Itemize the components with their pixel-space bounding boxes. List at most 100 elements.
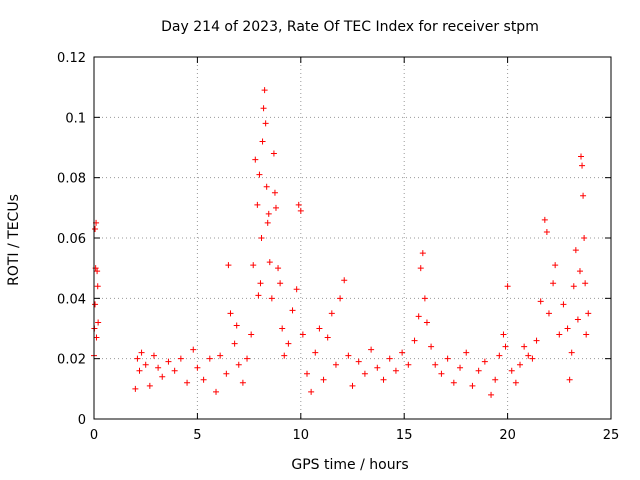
- data-point: [308, 388, 315, 395]
- data-point: [225, 262, 232, 269]
- data-point: [341, 277, 348, 284]
- grid: [94, 57, 611, 419]
- data-point: [258, 235, 265, 241]
- data-point: [324, 334, 331, 341]
- data-point: [265, 210, 272, 217]
- y-tick-label: 0.12: [57, 51, 86, 66]
- x-tick-label: 10: [293, 428, 310, 443]
- data-points: [91, 87, 592, 398]
- data-point: [217, 352, 224, 359]
- data-point: [254, 201, 261, 208]
- data-point: [213, 388, 220, 395]
- data-point: [256, 171, 263, 178]
- data-point: [223, 370, 230, 377]
- data-point: [150, 352, 157, 359]
- data-point: [279, 325, 286, 332]
- data-point: [580, 192, 587, 199]
- data-point: [533, 337, 540, 344]
- data-point: [463, 349, 470, 356]
- data-point: [132, 385, 139, 392]
- data-point: [469, 382, 476, 389]
- data-point: [421, 295, 428, 302]
- data-point: [579, 162, 586, 169]
- data-point: [263, 183, 270, 190]
- data-point: [475, 367, 482, 374]
- y-axis-label: ROTI / TECUs: [6, 194, 22, 286]
- data-point: [368, 346, 375, 353]
- data-point: [541, 216, 548, 223]
- data-point: [92, 225, 99, 232]
- data-point: [184, 379, 191, 386]
- data-point: [355, 358, 362, 365]
- data-point: [450, 379, 457, 386]
- x-axis-label: GPS time / hours: [291, 457, 409, 473]
- data-point: [361, 370, 368, 377]
- data-point: [255, 292, 262, 299]
- data-point: [262, 120, 269, 127]
- data-point: [248, 331, 255, 338]
- data-point: [277, 280, 284, 287]
- data-point: [423, 319, 430, 326]
- data-point: [239, 379, 246, 386]
- data-point: [304, 370, 311, 377]
- data-point: [250, 262, 257, 269]
- data-point: [92, 301, 99, 308]
- chart-title: Day 214 of 2023, Rate Of TEC Index for r…: [161, 19, 539, 35]
- data-point: [293, 286, 300, 293]
- data-point: [235, 361, 242, 368]
- data-point: [297, 207, 304, 214]
- data-point: [146, 382, 153, 389]
- data-point: [576, 268, 583, 275]
- data-point: [138, 349, 145, 356]
- y-tick-label: 0.08: [57, 172, 86, 187]
- data-point: [332, 361, 339, 368]
- data-point: [155, 364, 162, 371]
- data-point: [260, 105, 267, 112]
- data-point: [136, 367, 143, 374]
- data-point: [268, 295, 275, 302]
- data-point: [94, 268, 101, 275]
- data-point: [134, 355, 141, 362]
- data-point: [502, 343, 509, 350]
- data-point: [529, 355, 536, 362]
- data-point: [94, 283, 101, 290]
- data-point: [233, 322, 240, 329]
- data-point: [252, 156, 259, 163]
- data-point: [578, 153, 585, 160]
- data-point: [295, 201, 302, 208]
- data-point: [264, 219, 271, 226]
- data-point: [481, 358, 488, 365]
- data-point: [337, 295, 344, 302]
- data-point: [566, 376, 573, 383]
- data-point: [231, 340, 238, 347]
- data-point: [512, 379, 519, 386]
- plot-background: [94, 57, 611, 419]
- data-point: [552, 262, 559, 269]
- data-point: [537, 298, 544, 305]
- data-point: [281, 352, 288, 359]
- data-point: [517, 361, 524, 368]
- data-point: [316, 325, 323, 332]
- data-point: [564, 325, 571, 332]
- y-tick-label: 0.06: [57, 232, 86, 247]
- data-point: [328, 310, 335, 317]
- data-point: [194, 364, 201, 371]
- data-point: [508, 367, 515, 374]
- y-tick-label: 0.04: [57, 292, 86, 307]
- data-point: [428, 343, 435, 350]
- data-point: [570, 283, 577, 290]
- data-point: [525, 352, 532, 359]
- data-point: [299, 331, 306, 338]
- data-point: [444, 355, 451, 362]
- data-point: [386, 355, 393, 362]
- data-point: [392, 367, 399, 374]
- data-point: [271, 189, 278, 196]
- data-point: [492, 376, 499, 383]
- data-point: [560, 301, 567, 308]
- data-point: [574, 316, 581, 323]
- data-point: [244, 355, 251, 362]
- data-point: [261, 87, 268, 94]
- data-point: [521, 343, 528, 350]
- data-point: [438, 370, 445, 377]
- data-point: [545, 310, 552, 317]
